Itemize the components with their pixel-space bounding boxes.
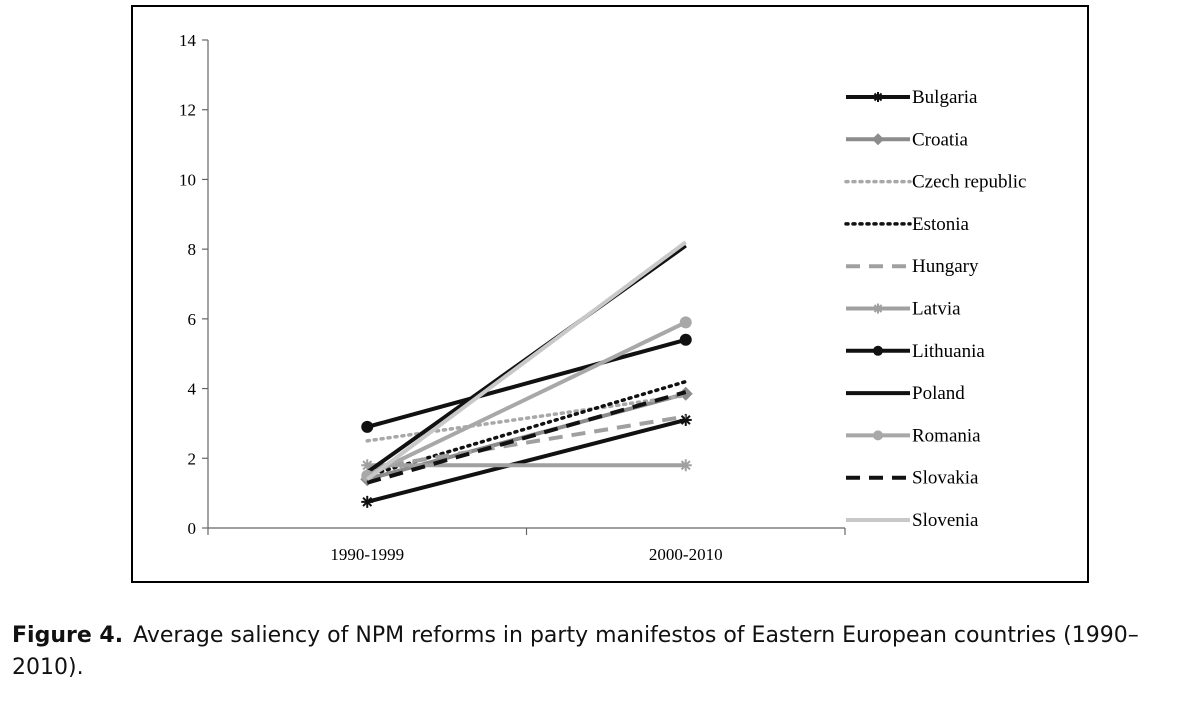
line-chart: 0 2 4 6 8 10 12 14 1990-1999 2000-2010 Bulgaria Cr… [179, 31, 1026, 564]
caption-text: Average saliency of NPM reforms in party… [12, 623, 1139, 680]
figure-caption: Figure 4. Average saliency of NPM reforms… [12, 620, 1197, 684]
legend-label: Croatia [912, 129, 968, 150]
series-line-romania [366, 320, 687, 478]
legend-marker [872, 133, 884, 146]
y-tick-label: 6 [188, 310, 197, 329]
y-tick-label: 12 [179, 101, 196, 120]
legend-item-poland: Poland [846, 383, 965, 404]
legend-marker [873, 92, 883, 102]
data-point-lithuania [361, 420, 374, 433]
data-point-bulgaria [361, 495, 374, 508]
legend-item-lithuania: Lithuania [846, 341, 985, 362]
legend-label: Estonia [912, 214, 970, 235]
y-tick-label: 4 [188, 380, 197, 399]
legend-item-slovenia: Slovenia [846, 510, 979, 531]
series-line-lithuania [366, 337, 687, 429]
legend-label: Slovakia [912, 468, 979, 489]
legend-item-latvia: Latvia [846, 299, 961, 320]
x-tick-label: 2000-2010 [649, 545, 723, 564]
legend-item-slovakia: Slovakia [846, 468, 979, 489]
figure-frame: 0 2 4 6 8 10 12 14 1990-1999 2000-2010 Bulgaria Cr… [131, 5, 1089, 583]
data-point-latvia [679, 459, 692, 472]
data-point-lithuania [679, 333, 692, 346]
series-line-bulgaria [366, 418, 687, 504]
data-point-bulgaria [679, 413, 692, 426]
legend-label: Czech republic [912, 172, 1026, 193]
y-tick-label: 14 [179, 31, 197, 50]
legend-marker [873, 303, 883, 314]
legend-label: Poland [912, 383, 965, 404]
data-point-romania [679, 316, 692, 329]
legend-label: Romania [912, 425, 981, 446]
legend-label: Bulgaria [912, 87, 978, 108]
legend-item-romania: Romania [846, 425, 981, 446]
legend-marker [873, 345, 883, 356]
legend-item-croatia: Croatia [846, 129, 968, 150]
y-tick-label: 10 [179, 170, 196, 189]
caption-label: Figure 4. [12, 623, 124, 648]
legend-item-bulgaria: Bulgaria [846, 87, 978, 108]
y-tick-label: 8 [188, 240, 197, 259]
legend-item-czech-republic: Czech republic [844, 172, 1026, 193]
legend-label: Latvia [912, 299, 961, 320]
series-line-hungary [366, 414, 687, 471]
y-tick-label: 0 [188, 519, 197, 538]
legend-label: Slovenia [912, 510, 979, 531]
legend-label: Hungary [912, 256, 979, 277]
series-line-slovenia [366, 240, 687, 481]
series-line-czech-republic [365, 393, 688, 443]
chart-axes: 0 2 4 6 8 10 12 14 1990-1999 2000-2010 [179, 31, 846, 564]
legend: Bulgaria Croatia Czech republic Estonia Hung… [844, 87, 1026, 531]
legend-label: Lithuania [912, 341, 985, 362]
series-layer [360, 240, 693, 508]
x-tick-label: 1990-1999 [330, 545, 404, 564]
legend-item-estonia: Estonia [844, 214, 970, 235]
series-line-slovakia [366, 390, 687, 485]
legend-item-hungary: Hungary [846, 256, 979, 277]
legend-marker [873, 430, 883, 441]
y-tick-label: 2 [188, 449, 197, 468]
